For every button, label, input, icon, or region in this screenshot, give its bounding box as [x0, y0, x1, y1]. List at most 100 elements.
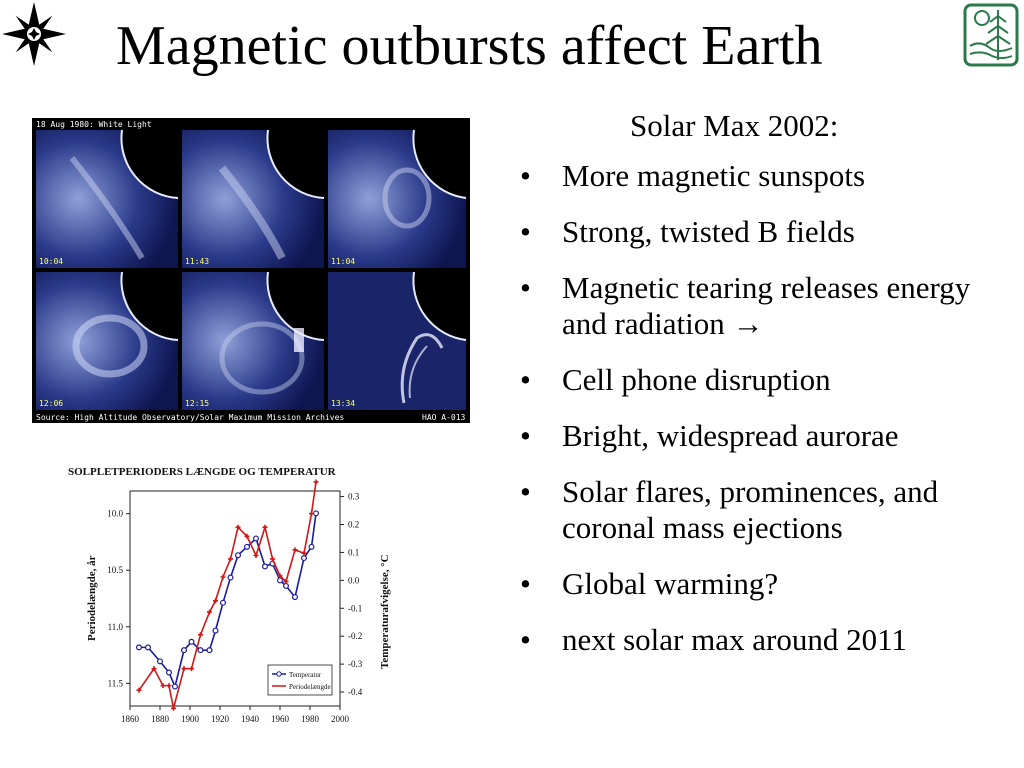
bullet-dot: •	[520, 214, 531, 249]
chart-y-axis-left-label: Periodelængde, år	[86, 555, 98, 641]
y-right-tick-label: -0.4	[348, 687, 363, 697]
x-tick-label: 2000	[331, 714, 350, 724]
bullet-dot: •	[520, 418, 531, 453]
panel-time: 13:34	[331, 399, 355, 408]
bullet-text: Strong, twisted B fields	[562, 214, 855, 249]
panel-time: 12:15	[185, 399, 209, 408]
data-point-temperatur	[283, 582, 290, 589]
data-point-periodel-ngde	[313, 479, 319, 485]
panel-time: 11:43	[185, 257, 209, 266]
data-point-temperatur	[220, 599, 227, 606]
y-right-tick-label: 0.3	[348, 492, 360, 502]
data-point-periodel-ngde	[198, 632, 203, 638]
data-point-periodel-ngde	[292, 547, 298, 553]
data-point-temperatur	[197, 647, 204, 654]
bullet-item: • Global warming?	[520, 566, 1020, 602]
panel-time: 10:04	[39, 257, 63, 266]
data-point-temperatur	[301, 555, 308, 562]
data-point-periodel-ngde	[151, 666, 157, 672]
y-right-tick-label: -0.3	[348, 659, 363, 669]
bullet-item: • Solar flares, prominences, and coronal …	[520, 474, 1020, 546]
bullet-item: • Bright, widespread aurorae	[520, 418, 1020, 454]
data-point-periodel-ngde	[160, 683, 166, 689]
data-point-temperatur	[244, 543, 251, 550]
slide-title: Magnetic outbursts affect Earth	[116, 15, 823, 77]
data-point-temperatur	[144, 644, 151, 651]
chart-y-axis-right-label: Temperaturafvigelse, °C	[379, 554, 391, 669]
bullet-text: next solar max around 2011	[562, 622, 907, 657]
bullet-text: Solar flares, prominences, and coronal m…	[562, 474, 939, 545]
bullet-dot: •	[520, 622, 531, 657]
bullet-text: More magnetic sunspots	[562, 158, 866, 193]
data-point-periodel-ngde	[262, 524, 268, 530]
coronal-mass-ejection-image: 18 Aug 1980: White Light 10:04 11:43 11:…	[32, 118, 470, 423]
x-tick-label: 1920	[211, 714, 230, 724]
data-point-periodel-ngde	[171, 705, 176, 711]
bullet-text: Bright, widespread aurorae	[562, 418, 899, 453]
corona-panel: 11:04	[328, 129, 467, 268]
data-point-periodel-ngde	[309, 511, 314, 517]
x-tick-label: 1940	[241, 714, 260, 724]
data-point-temperatur	[308, 543, 315, 550]
bullet-text: Magnetic tearing releases energy and rad…	[562, 270, 971, 341]
bullet-item: • Strong, twisted B fields	[520, 214, 1020, 250]
bullet-dot: •	[520, 362, 531, 397]
data-point-periodel-ngde	[235, 524, 241, 530]
image-header: 18 Aug 1980: White Light	[36, 120, 152, 129]
panel-time: 12:06	[39, 399, 63, 408]
bullets-heading: Solar Max 2002:	[630, 108, 839, 143]
data-point-temperatur	[212, 627, 219, 634]
y-left-tick-label: 10.5	[107, 565, 123, 575]
bullet-dot: •	[520, 474, 531, 509]
panel-time: 11:04	[331, 257, 355, 266]
bullet-text: Cell phone disruption	[562, 362, 831, 397]
corona-panel: 13:34	[328, 271, 467, 410]
x-tick-label: 1980	[301, 714, 320, 724]
data-point-temperatur	[292, 594, 299, 601]
data-point-temperatur	[206, 647, 213, 654]
data-point-temperatur	[180, 647, 187, 654]
tree-emblem-logo-icon	[963, 3, 1019, 67]
sunspot-period-temperature-chart: SOLPLETPERIODERS LÆNGDE OG TEMPERATUR 18…	[68, 466, 391, 724]
bullet-dot: •	[520, 158, 531, 193]
data-point-temperatur	[135, 644, 142, 651]
data-point-periodel-ngde	[228, 556, 233, 562]
y-right-tick-label: 0.2	[348, 520, 359, 530]
data-point-temperatur	[188, 638, 195, 645]
data-point-periodel-ngde	[283, 579, 289, 585]
corona-panel: 11:43	[182, 129, 325, 268]
data-point-periodel-ngde	[166, 683, 172, 689]
data-point-periodel-ngde	[244, 533, 250, 539]
chart-legend: Temperatur Periodelængde	[267, 664, 333, 696]
data-point-temperatur	[253, 535, 260, 542]
data-point-periodel-ngde	[213, 598, 218, 604]
x-tick-label: 1860	[121, 714, 140, 724]
data-point-periodel-ngde	[207, 609, 212, 615]
corona-panel: 10:04	[36, 129, 179, 268]
data-point-temperatur	[156, 658, 163, 665]
y-right-tick-label: -0.1	[348, 603, 362, 613]
data-point-periodel-ngde	[253, 553, 259, 558]
data-point-periodel-ngde	[270, 556, 275, 562]
y-right-tick-label: 0.0	[348, 575, 360, 585]
bullet-text: Global warming?	[562, 566, 779, 601]
x-tick-label: 1900	[181, 714, 200, 724]
corona-panel: 12:15	[182, 271, 325, 410]
y-right-tick-label: 0.1	[348, 547, 359, 557]
data-point-periodel-ngde	[220, 574, 226, 580]
data-point-periodel-ngde	[277, 573, 283, 579]
data-point-temperatur	[313, 510, 320, 517]
data-point-temperatur	[227, 574, 234, 581]
data-point-temperatur	[235, 552, 242, 559]
bullet-item: • Cell phone disruption	[520, 362, 1020, 398]
bullet-dot: •	[520, 566, 531, 601]
bullet-dot: •	[520, 270, 531, 305]
data-point-periodel-ngde	[181, 666, 187, 672]
image-catalog-id: HAO A-013	[422, 413, 466, 422]
y-left-tick-label: 11.5	[108, 678, 124, 688]
y-left-tick-label: 10.0	[107, 509, 123, 519]
starburst-logo-icon	[2, 2, 66, 66]
bullet-item: • next solar max around 2011	[520, 622, 1020, 658]
data-point-periodel-ngde	[136, 687, 142, 693]
y-left-tick-label: 11.0	[108, 622, 124, 632]
